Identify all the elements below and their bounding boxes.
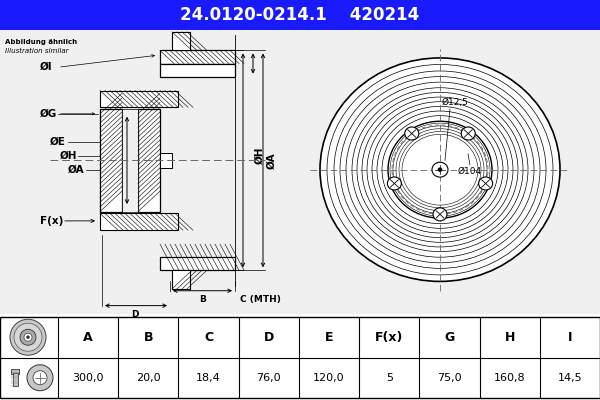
Circle shape xyxy=(388,177,401,190)
Text: C: C xyxy=(204,331,213,344)
Bar xyxy=(172,32,190,50)
Text: 75,0: 75,0 xyxy=(437,373,462,383)
Circle shape xyxy=(433,208,447,221)
Text: 20,0: 20,0 xyxy=(136,373,161,383)
Text: 120,0: 120,0 xyxy=(313,373,345,383)
Text: 76,0: 76,0 xyxy=(256,373,281,383)
Text: 160,8: 160,8 xyxy=(494,373,526,383)
Text: I: I xyxy=(568,331,572,344)
Bar xyxy=(100,90,178,107)
Text: B: B xyxy=(199,295,206,304)
Circle shape xyxy=(432,162,448,177)
Text: A: A xyxy=(83,331,93,344)
Bar xyxy=(172,270,190,289)
Circle shape xyxy=(405,127,419,140)
Bar xyxy=(122,109,138,212)
Circle shape xyxy=(438,168,442,172)
Text: ATE: ATE xyxy=(350,97,450,168)
Circle shape xyxy=(388,121,492,218)
Text: B: B xyxy=(143,331,153,344)
Text: G: G xyxy=(445,331,455,344)
Text: F(x): F(x) xyxy=(375,331,403,344)
Text: 14,5: 14,5 xyxy=(557,373,582,383)
Text: Ø12,5: Ø12,5 xyxy=(442,98,469,107)
Bar xyxy=(160,64,235,76)
Text: ØA: ØA xyxy=(68,165,85,175)
Circle shape xyxy=(24,333,32,341)
Bar xyxy=(11,369,19,374)
Text: C (MTH): C (MTH) xyxy=(240,295,281,304)
Text: Abbildung ähnlich: Abbildung ähnlich xyxy=(5,39,77,45)
Bar xyxy=(13,373,18,386)
Text: 5: 5 xyxy=(386,373,393,383)
Text: ØA: ØA xyxy=(267,152,277,169)
Bar xyxy=(160,50,235,64)
Text: H: H xyxy=(505,331,515,344)
Bar xyxy=(100,214,178,230)
Text: E: E xyxy=(325,331,333,344)
Circle shape xyxy=(320,58,560,282)
Text: ØI: ØI xyxy=(40,62,53,72)
Text: ØH: ØH xyxy=(60,151,77,161)
Text: ØE: ØE xyxy=(50,137,66,147)
Text: ØH: ØH xyxy=(255,147,265,164)
Text: 300,0: 300,0 xyxy=(73,373,104,383)
Circle shape xyxy=(27,365,53,391)
Text: 18,4: 18,4 xyxy=(196,373,221,383)
Circle shape xyxy=(479,177,493,190)
Text: ØG: ØG xyxy=(40,109,57,119)
Circle shape xyxy=(20,329,36,345)
Text: D: D xyxy=(131,310,139,319)
Text: Illustration similar: Illustration similar xyxy=(5,48,68,54)
Bar xyxy=(160,257,235,270)
Circle shape xyxy=(10,319,46,355)
Bar xyxy=(100,109,122,212)
Bar xyxy=(138,109,160,212)
Bar xyxy=(160,153,172,168)
Text: D: D xyxy=(263,331,274,344)
Text: Ø104: Ø104 xyxy=(458,167,482,176)
Circle shape xyxy=(33,371,47,385)
Text: 24.0120-0214.1    420214: 24.0120-0214.1 420214 xyxy=(181,6,419,24)
Text: F(x): F(x) xyxy=(40,216,64,226)
Circle shape xyxy=(14,323,42,351)
Circle shape xyxy=(26,336,29,339)
Circle shape xyxy=(461,127,475,140)
